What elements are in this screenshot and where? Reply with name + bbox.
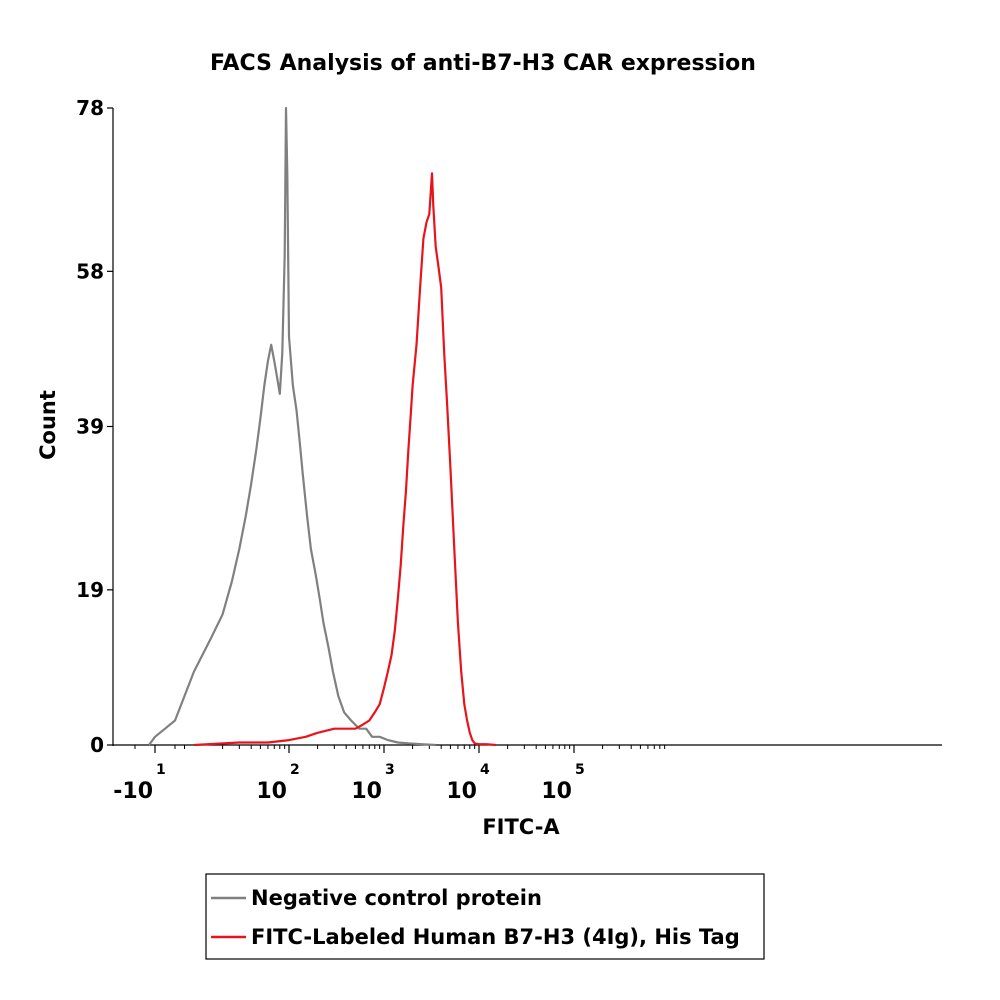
histogram-curves: [148, 106, 496, 747]
x-tick-label-base: 10: [446, 779, 477, 804]
y-tick-label: 19: [76, 578, 104, 602]
x-tick-label-exponent: 4: [480, 762, 490, 778]
series-line-negative-control: [148, 106, 436, 747]
y-tick-label: 78: [76, 96, 104, 120]
legend-box: [205, 873, 765, 960]
x-tick-label-base: 10: [541, 779, 572, 804]
y-tick-label: 0: [90, 733, 104, 757]
x-tick-label-exponent: 3: [385, 762, 395, 778]
x-tick-label-base: 10: [351, 779, 382, 804]
y-tick-label: 39: [76, 415, 104, 439]
chart-title: FACS Analysis of anti-B7-H3 CAR expressi…: [210, 51, 756, 76]
x-axis-label: FITC-A: [482, 815, 560, 839]
x-tick-label-exponent: 1: [156, 762, 166, 778]
x-tick-label-exponent: 5: [575, 762, 585, 778]
legend-label-fitc-b7-h3: FITC-Labeled Human B7-H3 (4Ig), His Tag: [251, 925, 740, 949]
y-tick-label: 58: [76, 259, 104, 283]
x-tick-label-base: 10: [256, 779, 287, 804]
series-line-fitc-b7-h3: [193, 172, 496, 747]
legend: Negative control protein FITC-Labeled Hu…: [205, 873, 765, 960]
x-tick-label-exponent: 2: [290, 762, 300, 778]
y-axis-label: Count: [36, 390, 60, 460]
x-tick-label-base: -10: [113, 779, 153, 804]
legend-label-negative-control: Negative control protein: [251, 886, 542, 910]
